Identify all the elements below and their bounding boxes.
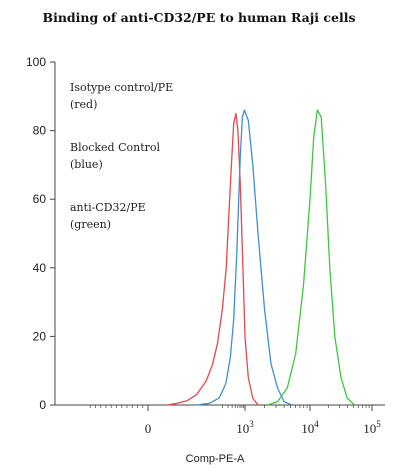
annotation-line1: Isotype control/PE (70, 81, 173, 94)
y-tick-label: 100 (26, 55, 46, 69)
annotation-line2: (green) (70, 218, 111, 231)
y-tick-label: 20 (33, 329, 47, 343)
x-tick-label: 104 (301, 419, 319, 436)
x-tick-label: 105 (363, 419, 381, 436)
annotation-line1: Blocked Control (70, 141, 161, 154)
y-tick-label: 0 (39, 398, 46, 412)
y-tick-label: 80 (33, 124, 47, 138)
annotation-line2: (red) (70, 98, 97, 111)
x-tick-label: 103 (236, 419, 254, 436)
x-tick-label: 0 (145, 421, 152, 436)
chart-title: Binding of anti-CD32/PE to human Raji ce… (42, 10, 356, 25)
annotation-line1: anti-CD32/PE (70, 201, 146, 214)
annotation-line2: (blue) (70, 158, 103, 171)
series-line-3 (267, 109, 356, 406)
y-tick-label: 60 (33, 192, 47, 206)
series-line-1 (167, 112, 259, 406)
series-line-2 (196, 109, 293, 406)
y-tick-label: 40 (33, 261, 47, 275)
x-axis-label: Comp-PE-A (186, 453, 245, 465)
